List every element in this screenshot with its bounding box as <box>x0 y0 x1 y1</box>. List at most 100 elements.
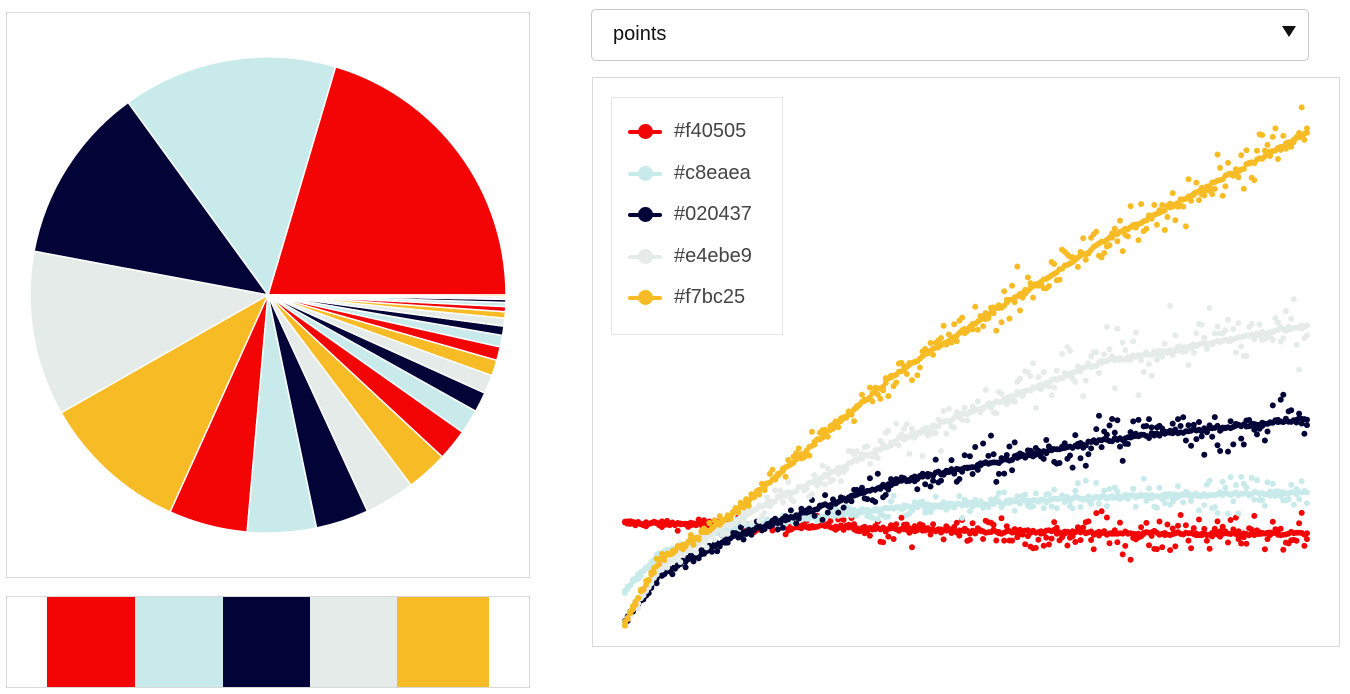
swatch-light-gray[interactable] <box>310 597 397 687</box>
data-point <box>774 526 781 533</box>
data-point <box>948 457 955 464</box>
data-point <box>959 314 966 321</box>
data-point <box>922 345 929 352</box>
pie-slice[interactable] <box>266 65 507 296</box>
data-point <box>914 372 921 379</box>
data-point <box>1238 343 1245 350</box>
trend-point <box>1304 489 1310 496</box>
data-point <box>1146 542 1152 549</box>
pie-slice[interactable] <box>127 56 337 297</box>
data-point <box>1238 540 1245 547</box>
data-point <box>1272 315 1279 322</box>
data-point <box>748 520 755 527</box>
data-point <box>1135 237 1142 244</box>
data-point <box>706 520 713 526</box>
data-point <box>1032 544 1039 551</box>
data-point <box>890 492 897 499</box>
data-point <box>930 351 937 358</box>
data-point <box>1103 503 1110 510</box>
data-point <box>964 417 971 424</box>
data-point <box>1185 176 1192 183</box>
data-point <box>1164 214 1171 220</box>
data-point <box>1011 299 1018 306</box>
data-point <box>1217 448 1224 454</box>
data-point <box>1106 540 1113 547</box>
data-point <box>866 460 873 467</box>
data-point <box>1093 349 1100 356</box>
swatch-yellow[interactable] <box>397 597 489 687</box>
data-point <box>1109 416 1116 422</box>
data-point <box>1085 518 1092 525</box>
data-point <box>1001 537 1008 544</box>
data-point <box>985 452 992 459</box>
swatch-navy[interactable] <box>223 597 310 687</box>
data-point <box>938 477 944 484</box>
data-point <box>1235 510 1242 517</box>
trend-point <box>1304 129 1310 136</box>
data-point <box>1153 504 1160 511</box>
data-point <box>1030 360 1037 367</box>
chart-type-select[interactable]: points <box>591 9 1309 61</box>
swatch-light-cyan[interactable] <box>135 597 223 687</box>
data-point <box>1093 479 1100 486</box>
data-point <box>1072 379 1079 385</box>
data-point <box>1035 374 1042 381</box>
data-point <box>1193 330 1200 337</box>
data-point <box>1188 442 1195 449</box>
data-point <box>1040 542 1047 549</box>
data-point <box>1074 263 1081 270</box>
data-point <box>1159 353 1166 360</box>
data-point <box>1001 489 1008 496</box>
legend-label: #f40505 <box>674 120 747 142</box>
data-point <box>901 425 908 432</box>
data-point <box>1296 410 1303 417</box>
data-point <box>959 514 966 521</box>
data-point <box>1269 336 1276 343</box>
swatch-red[interactable] <box>47 597 135 687</box>
data-point <box>703 544 710 551</box>
data-point <box>922 481 929 488</box>
pie-slice[interactable] <box>60 293 270 513</box>
data-point <box>1143 519 1150 526</box>
data-point <box>927 483 934 490</box>
data-point <box>1259 497 1266 503</box>
data-point <box>1053 367 1060 374</box>
data-point <box>1017 375 1023 382</box>
pie-slice[interactable] <box>29 250 271 414</box>
data-point <box>909 377 915 384</box>
data-point <box>1151 202 1158 208</box>
data-point <box>1185 537 1192 544</box>
data-point <box>1103 514 1110 521</box>
data-point <box>1301 430 1308 437</box>
data-point <box>1280 335 1287 342</box>
data-point <box>787 507 794 514</box>
data-point <box>869 514 876 521</box>
data-point <box>919 453 926 459</box>
data-point <box>1011 398 1018 405</box>
data-point <box>1014 493 1021 500</box>
data-point <box>885 533 892 540</box>
data-point <box>1009 282 1016 289</box>
data-point <box>1290 296 1297 303</box>
pie-slice[interactable] <box>33 101 270 297</box>
data-point <box>1290 501 1297 508</box>
pie-slice[interactable] <box>267 294 507 298</box>
data-point <box>1106 346 1113 353</box>
data-point <box>711 536 718 543</box>
data-point <box>1235 536 1242 543</box>
data-point <box>693 549 700 556</box>
data-point <box>1251 496 1258 503</box>
trend-point <box>837 522 844 529</box>
data-point <box>1106 242 1113 249</box>
data-point <box>864 443 871 450</box>
data-point <box>677 559 684 565</box>
data-point <box>1161 227 1168 233</box>
data-point <box>1117 217 1123 224</box>
data-point <box>1211 414 1218 421</box>
data-point <box>1098 254 1105 261</box>
data-point <box>1214 510 1221 516</box>
data-point <box>1103 323 1110 330</box>
trend-point <box>1304 416 1310 423</box>
data-point <box>1261 437 1268 444</box>
data-point <box>1101 351 1108 358</box>
